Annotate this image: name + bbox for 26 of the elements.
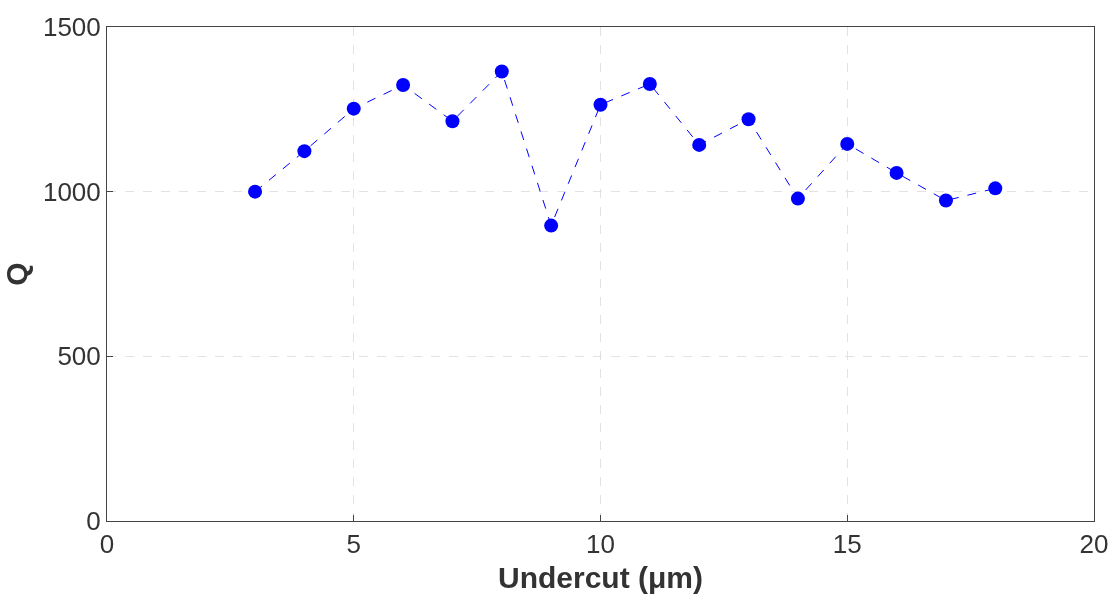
x-tick-label: 5 xyxy=(346,529,361,560)
point xyxy=(840,136,855,151)
point xyxy=(544,218,559,233)
point xyxy=(642,76,657,91)
point xyxy=(297,144,312,159)
y-tick-label: 1500 xyxy=(42,12,101,43)
point xyxy=(593,97,608,112)
point xyxy=(790,191,805,206)
x-tick-label: 20 xyxy=(1079,529,1109,560)
point xyxy=(346,101,361,116)
x-tick-label: 15 xyxy=(832,529,862,560)
point xyxy=(889,165,904,180)
y-tick-label: 500 xyxy=(57,341,101,372)
point xyxy=(988,181,1003,196)
point xyxy=(741,112,756,127)
x-axis-title: Undercut (μm) xyxy=(497,560,704,594)
x-tick-label: 10 xyxy=(586,529,615,560)
point xyxy=(248,184,263,199)
y-tick-label: 0 xyxy=(86,506,101,537)
y-tick-label: 1000 xyxy=(42,176,101,207)
point xyxy=(938,193,953,208)
point xyxy=(445,114,460,129)
y-axis-title: Q xyxy=(0,262,33,286)
point xyxy=(396,77,411,92)
point xyxy=(692,137,707,152)
point xyxy=(494,64,509,79)
